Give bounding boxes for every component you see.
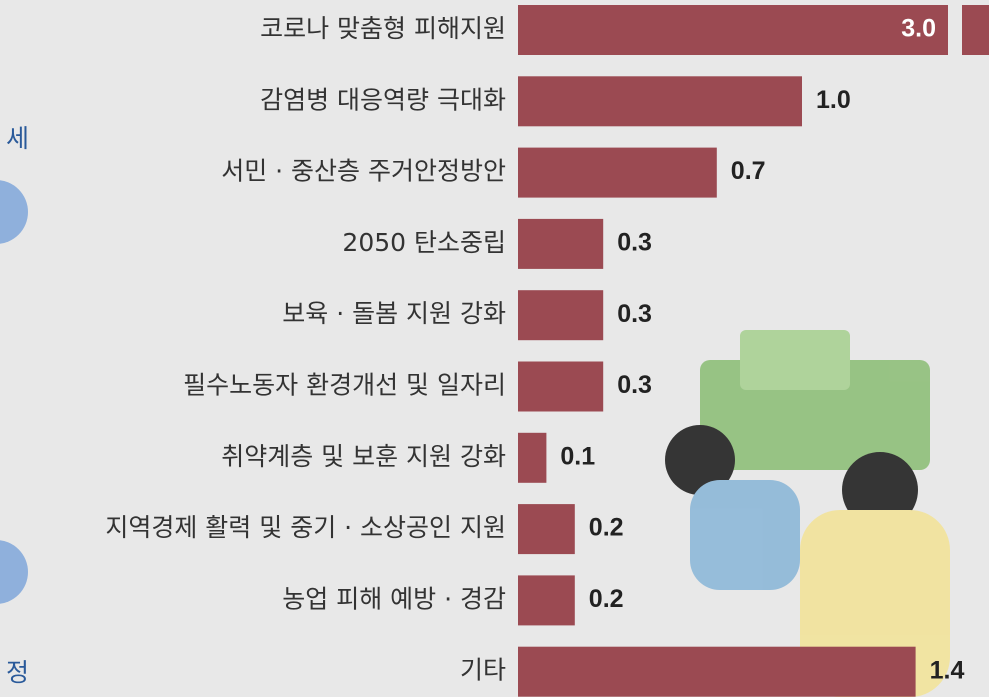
value-label: 0.2	[589, 514, 624, 542]
category-label: 보육 · 돌봄 지원 강화	[282, 299, 506, 328]
side-label: 정	[6, 658, 29, 687]
category-label: 필수노동자 환경개선 및 일자리	[183, 371, 506, 400]
bar	[518, 646, 916, 697]
value-label: 0.7	[731, 157, 766, 185]
value-label: 3.0	[901, 15, 936, 43]
bar	[518, 504, 575, 555]
value-label: 1.4	[930, 656, 965, 684]
value-label: 0.3	[617, 229, 652, 257]
value-label: 0.3	[617, 300, 652, 328]
bar	[518, 361, 604, 412]
bar	[518, 76, 802, 127]
value-label: 0.2	[589, 585, 624, 613]
axis-break	[948, 3, 962, 57]
category-label: 기타	[460, 656, 506, 685]
side-label: 세	[6, 124, 29, 153]
bar	[518, 290, 604, 341]
value-label: 0.1	[560, 442, 595, 470]
bar	[518, 218, 604, 269]
side-circle	[0, 180, 28, 244]
bar	[518, 5, 989, 55]
category-label: 농업 피해 예방 · 경감	[282, 584, 506, 613]
side-circle	[0, 540, 28, 604]
category-label: 2050 탄소중립	[342, 228, 506, 257]
bar	[518, 575, 575, 626]
category-label: 서민 · 중산층 주거안정방안	[221, 157, 506, 186]
value-label: 1.0	[816, 86, 851, 114]
bar	[518, 432, 547, 483]
category-label: 지역경제 활력 및 중기 · 소상공인 지원	[105, 513, 506, 542]
bar	[518, 147, 717, 198]
category-label: 감염병 대응역량 극대화	[260, 85, 506, 114]
category-label: 코로나 맞춤형 피해지원	[260, 14, 506, 43]
value-label: 0.3	[617, 371, 652, 399]
category-label: 취약계층 및 보훈 지원 강화	[221, 442, 506, 471]
